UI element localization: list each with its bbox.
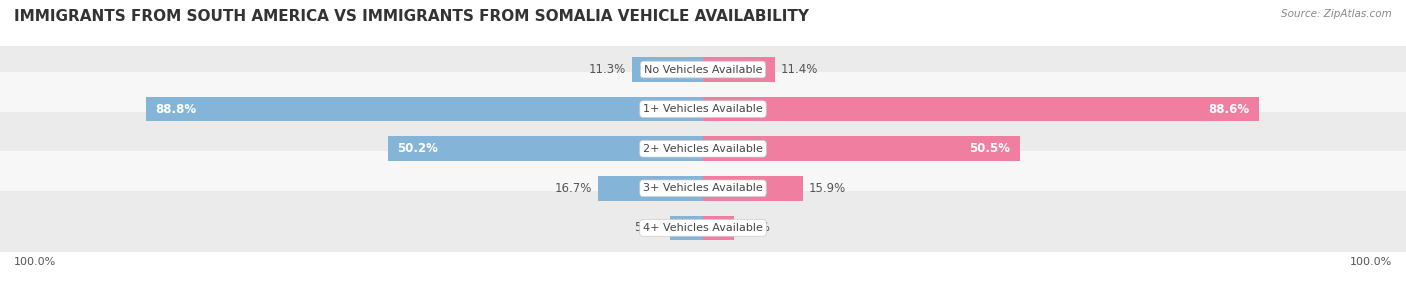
Text: 5.2%: 5.2% [634,221,664,235]
Bar [0,152,1406,225]
Text: No Vehicles Available: No Vehicles Available [644,65,762,75]
Bar [0,112,1406,186]
Text: 4.9%: 4.9% [740,221,770,235]
Text: 11.3%: 11.3% [589,63,626,76]
Bar [671,216,703,240]
Text: 50.5%: 50.5% [970,142,1011,155]
Text: 4+ Vehicles Available: 4+ Vehicles Available [643,223,763,233]
Bar [703,97,1260,121]
Bar [703,57,775,82]
Text: 1+ Vehicles Available: 1+ Vehicles Available [643,104,763,114]
Bar [0,33,1406,106]
Text: 2+ Vehicles Available: 2+ Vehicles Available [643,144,763,154]
Bar [703,216,734,240]
Text: IMMIGRANTS FROM SOUTH AMERICA VS IMMIGRANTS FROM SOMALIA VEHICLE AVAILABILITY: IMMIGRANTS FROM SOUTH AMERICA VS IMMIGRA… [14,9,808,23]
Text: 100.0%: 100.0% [1350,257,1392,267]
Text: 88.8%: 88.8% [155,103,197,116]
Bar [703,136,1019,161]
Text: 50.2%: 50.2% [398,142,439,155]
Text: 15.9%: 15.9% [808,182,846,195]
Text: 3+ Vehicles Available: 3+ Vehicles Available [643,183,763,193]
Bar [146,97,703,121]
Bar [598,176,703,200]
Text: Source: ZipAtlas.com: Source: ZipAtlas.com [1281,9,1392,19]
Text: 100.0%: 100.0% [14,257,56,267]
Text: 16.7%: 16.7% [554,182,592,195]
Bar [633,57,703,82]
Bar [703,176,803,200]
Text: 88.6%: 88.6% [1209,103,1250,116]
Bar [0,72,1406,146]
Bar [0,191,1406,265]
Bar [388,136,703,161]
Text: 11.4%: 11.4% [780,63,818,76]
